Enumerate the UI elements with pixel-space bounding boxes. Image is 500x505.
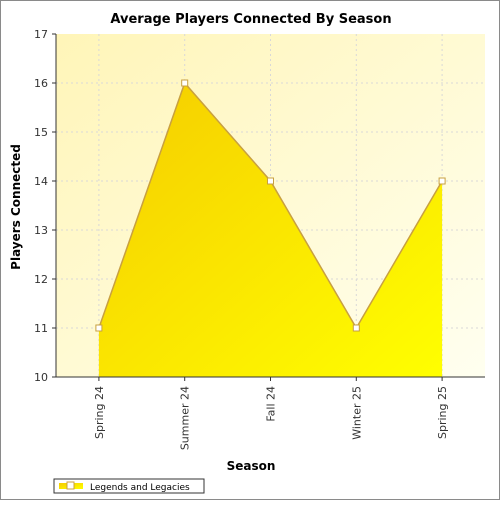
x-tick-label: Spring 25 [436, 386, 449, 439]
data-point-5 [438, 177, 446, 185]
y-tick-label: 10 [34, 371, 48, 384]
y-tick-label: 14 [34, 175, 48, 188]
x-axis-title: Season [227, 459, 276, 473]
legend: Legends and Legacies [53, 478, 205, 494]
data-point-3 [267, 177, 274, 185]
y-axis-ticks: 10 11 12 13 14 15 16 17 [34, 28, 56, 384]
chart-title: Average Players Connected By Season [110, 12, 391, 27]
legend-marker-icon [66, 481, 75, 490]
data-point-1 [95, 324, 103, 332]
y-tick-label: 11 [34, 322, 48, 335]
x-axis-ticks: Spring 24 Summer 24 Fall 24 Winter 25 Spring… [93, 377, 449, 450]
legend-label: Legends and Legacies [90, 483, 190, 493]
area-series-fill [98, 83, 443, 377]
y-tick-label: 16 [34, 77, 48, 90]
legend-box [53, 478, 205, 494]
x-tick-label: Fall 24 [265, 386, 278, 422]
data-point-4 [352, 324, 360, 332]
y-tick-label: 15 [34, 126, 48, 139]
x-tick-label: Spring 24 [93, 386, 106, 439]
y-tick-label: 13 [34, 224, 48, 237]
y-tick-label: 12 [34, 273, 48, 286]
x-tick-label: Winter 25 [350, 386, 363, 440]
y-tick-label: 17 [34, 28, 48, 41]
data-points [95, 79, 446, 332]
x-tick-label: Summer 24 [179, 386, 192, 450]
y-axis-title: Players Connected [9, 144, 23, 270]
data-point-2 [181, 79, 189, 87]
